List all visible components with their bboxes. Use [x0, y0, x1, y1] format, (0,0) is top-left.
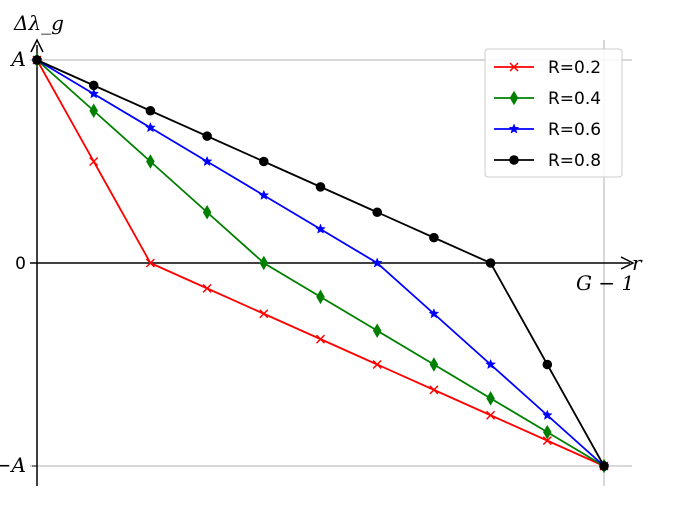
- axis-labels: Δλ_g r G − 1: [13, 11, 643, 295]
- point-marker: [201, 155, 213, 167]
- point-marker: [259, 156, 269, 167]
- point-marker: [89, 103, 98, 119]
- point-marker: [202, 131, 212, 141]
- series-lines: [31, 52, 610, 474]
- point-marker: [372, 359, 382, 370]
- point-marker: [429, 385, 439, 395]
- legend-entry: R=0.6: [494, 120, 601, 140]
- point-marker: [509, 155, 519, 165]
- point-marker: [145, 121, 156, 133]
- point-marker: [202, 283, 212, 293]
- point-marker: [146, 154, 155, 169]
- point-marker: [542, 436, 552, 446]
- y-tick-label: 0: [15, 254, 26, 274]
- legend-label: R=0.6: [548, 120, 601, 140]
- point-marker: [259, 255, 269, 271]
- x-axis-label: r: [632, 251, 643, 275]
- point-marker: [32, 55, 42, 65]
- point-marker: [316, 289, 325, 305]
- point-marker: [485, 358, 496, 370]
- axes: A 0 −A: [0, 38, 635, 486]
- point-marker: [509, 90, 519, 106]
- legend-entry: R=0.8: [494, 151, 601, 171]
- point-marker: [88, 80, 99, 91]
- point-marker: [258, 189, 270, 200]
- series-R=0.8: [32, 55, 609, 471]
- point-marker: [89, 156, 99, 167]
- point-marker: [372, 207, 383, 218]
- y-tick-label: −A: [0, 453, 26, 477]
- point-marker: [145, 258, 155, 268]
- y-tick-label: A: [10, 47, 26, 71]
- point-marker: [508, 123, 520, 134]
- point-marker: [486, 410, 496, 420]
- point-marker: [259, 309, 269, 319]
- legend-label: R=0.8: [548, 151, 601, 171]
- point-marker: [371, 257, 383, 268]
- legend-box: [484, 48, 623, 178]
- point-marker: [315, 334, 326, 344]
- point-marker: [88, 88, 100, 99]
- legend-label: R=0.2: [548, 58, 601, 78]
- point-marker: [429, 357, 439, 372]
- point-marker: [485, 258, 496, 268]
- point-marker: [599, 461, 609, 471]
- point-marker: [541, 409, 553, 420]
- point-marker: [145, 105, 156, 116]
- point-marker: [315, 223, 326, 234]
- y-axis-arrow: [30, 38, 44, 53]
- y-axis-label: Δλ_g: [13, 11, 64, 35]
- legend: R=0.2 R=0.4 R=0.6 R=0.8: [484, 48, 623, 178]
- point-marker: [509, 62, 519, 72]
- point-marker: [429, 232, 439, 243]
- x-end-tick-label: G − 1: [576, 271, 634, 295]
- point-marker: [428, 308, 440, 319]
- x-axis-arrow: [620, 256, 635, 270]
- legend-label: R=0.4: [548, 89, 601, 109]
- point-marker: [372, 323, 382, 338]
- point-marker: [486, 391, 495, 406]
- point-marker: [543, 424, 552, 440]
- point-marker: [542, 359, 553, 370]
- legend-entry: R=0.4: [494, 89, 601, 109]
- legend-entry: R=0.2: [494, 58, 601, 78]
- point-marker: [315, 182, 326, 192]
- series-R=0.6: [31, 54, 610, 471]
- point-marker: [202, 204, 212, 220]
